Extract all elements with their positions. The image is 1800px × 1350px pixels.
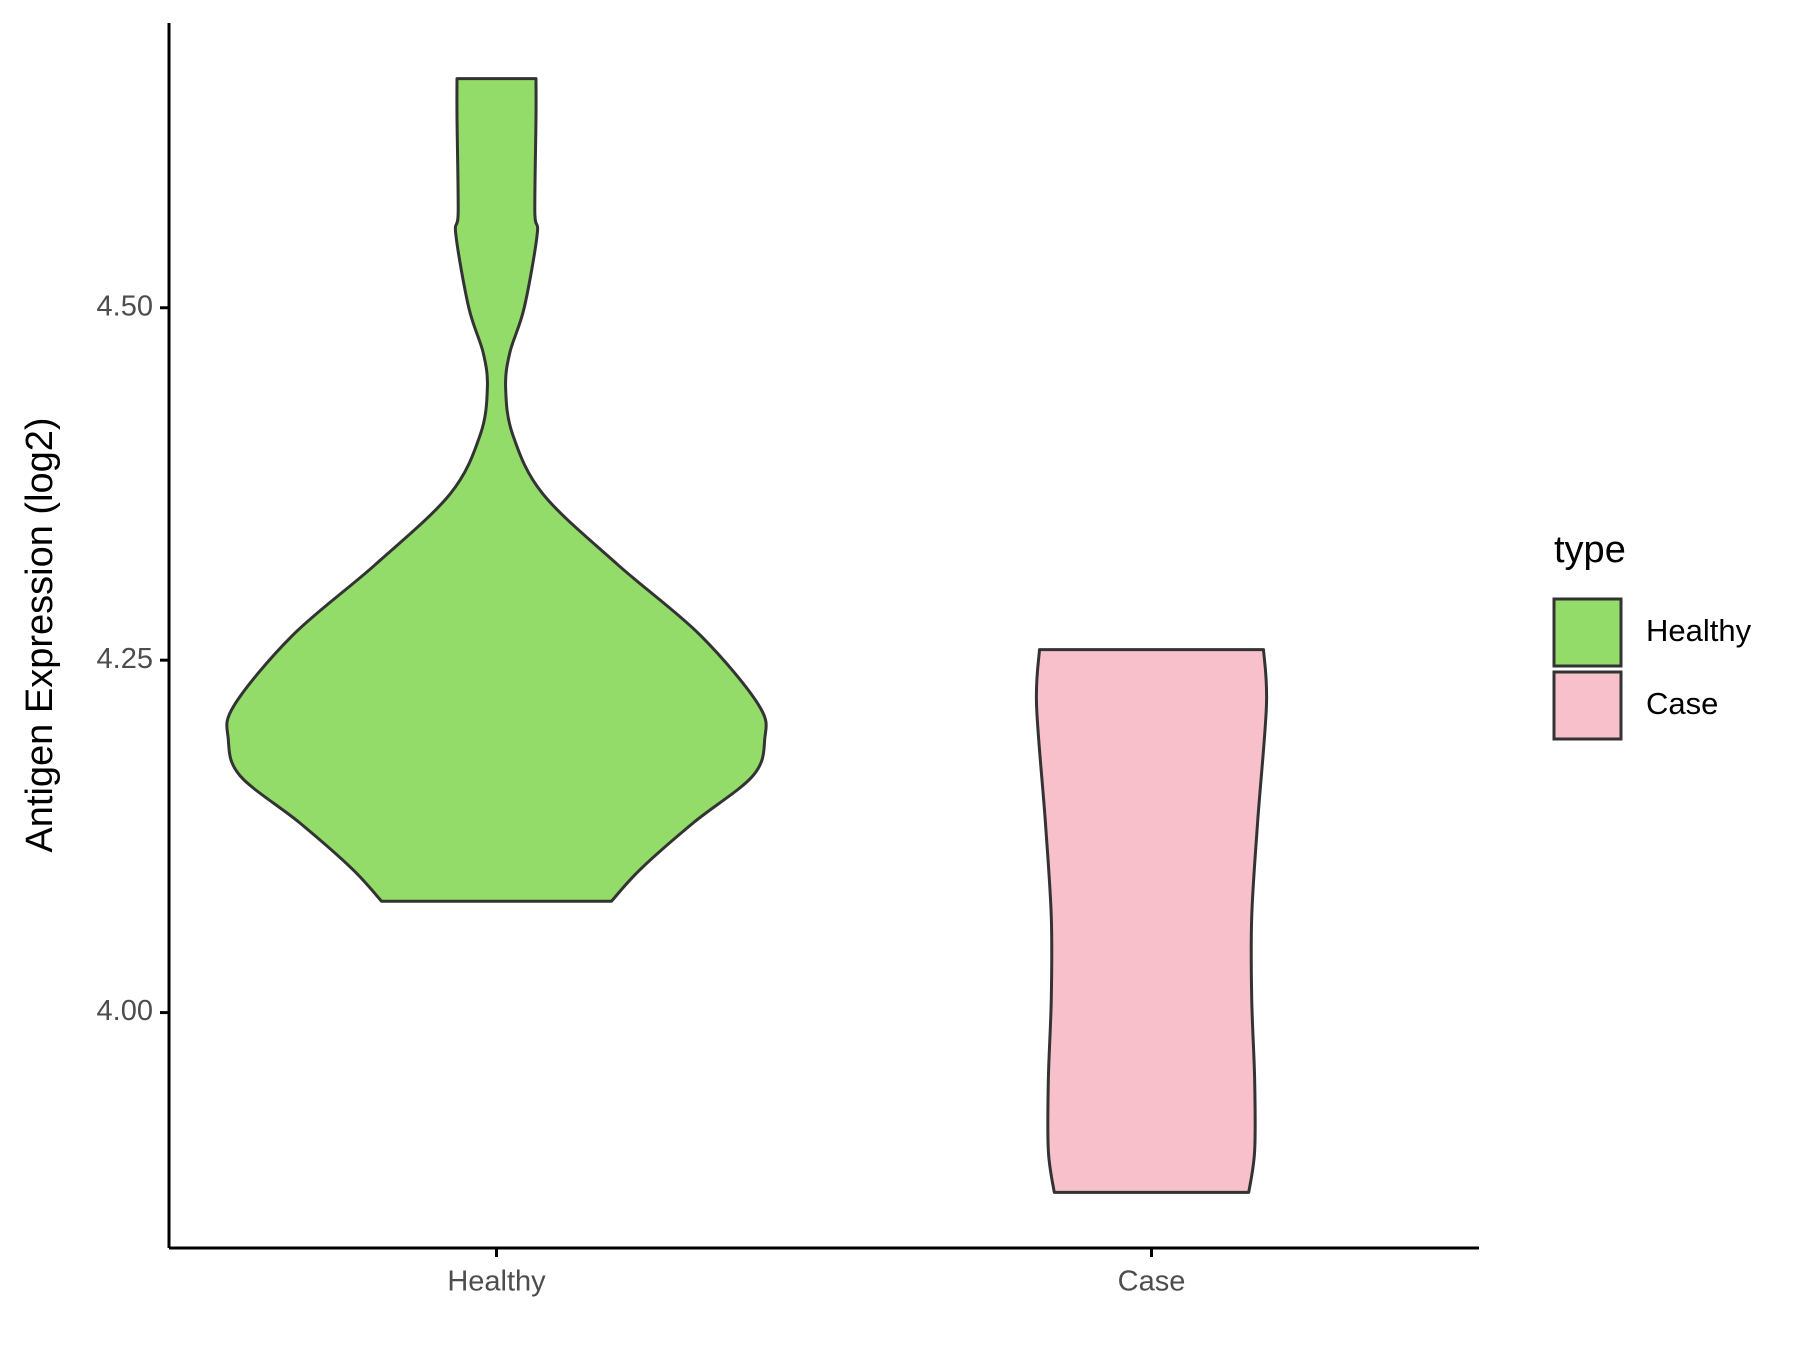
legend-key (1552, 597, 1623, 668)
violin (1034, 648, 1269, 1194)
y-tick-label: 4.25 (97, 643, 153, 675)
y-axis-label: Antigen Expression (log2) (19, 417, 61, 852)
legend-label: Healthy (1646, 613, 1752, 648)
y-tick-label: 4.50 (97, 290, 153, 322)
legend-key (1552, 670, 1623, 741)
violin (225, 77, 768, 903)
legend-label: Case (1646, 686, 1718, 721)
x-tick-label: Case (1118, 1266, 1186, 1298)
x-tick-label: Healthy (447, 1266, 546, 1298)
y-tick-label: 4.00 (97, 995, 153, 1027)
legend-title: type (1554, 529, 1626, 571)
